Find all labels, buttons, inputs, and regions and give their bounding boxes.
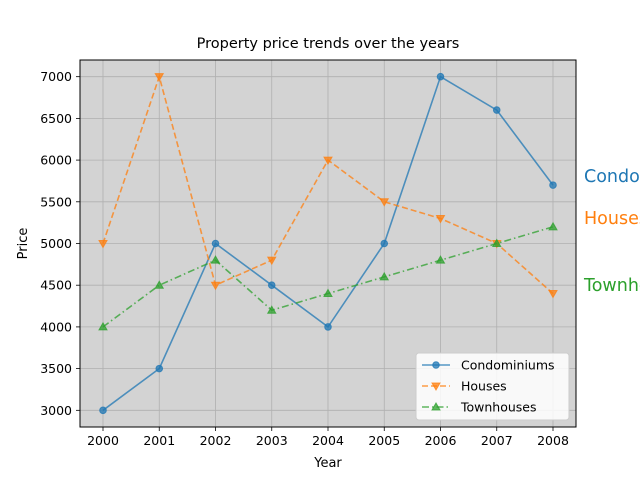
data-point-condominiums [99,406,107,415]
legend-box [415,352,570,421]
x-tick-label: 2004 [312,433,344,448]
data-point-townhouses [379,271,390,281]
end-label-condominiums: Condominiums [584,167,640,187]
y-tick-label: 4000 [40,319,72,334]
data-point-condominiums [492,106,501,114]
x-tick-label: 2007 [481,433,513,448]
x-axis-label: Year [313,456,342,471]
x-tick-label: 2001 [143,433,175,448]
legend-marker [431,401,441,411]
end-label-townhouses: Townhouses [583,276,640,296]
data-point-townhouses [210,255,221,264]
legend: Condominiums Houses Townhouses [415,352,570,421]
series-end-labels: Condominiums Houses Townhouses [583,167,640,296]
x-tick-label: 2003 [256,433,288,448]
x-tick-label: 2002 [200,433,232,448]
data-point-townhouses [266,305,277,314]
data-point-townhouses [435,255,446,264]
data-point-condominiums [267,281,276,290]
data-point-houses [548,290,558,299]
data-point-townhouses [154,280,165,289]
series-layer [98,72,558,415]
series-condominiums [99,72,557,415]
data-point-houses [98,240,108,249]
data-point-townhouses [98,321,108,331]
data-point-houses [435,214,446,224]
x-tick-label: 2005 [368,433,400,448]
end-label-houses: Houses [584,209,640,229]
legend-item-townhouses: Townhouses [422,400,537,415]
data-point-condominiums [155,364,164,373]
x-axis: 2000 2001 2002 2003 2004 2005 2006 2007 2008 [87,427,569,448]
data-point-condominiums [380,239,389,248]
y-tick-label: 3000 [40,403,72,418]
data-point-houses [154,73,165,82]
data-point-townhouses [491,238,502,247]
data-point-townhouses [548,221,558,231]
data-point-houses [266,256,277,266]
legend-label: Condominiums [461,358,555,373]
y-tick-label: 4500 [40,278,72,293]
data-point-condominiums [211,239,220,248]
legend-marker [431,382,441,392]
data-point-condominiums [324,323,332,331]
y-tick-label: 6500 [40,111,72,126]
y-axis: 3000 3500 4000 4500 5000 5500 6000 6500 7000 [40,69,80,418]
chart-title: Property price trends over the years [197,36,460,52]
x-tick-label: 2008 [537,433,569,448]
series-townhouses [98,221,558,331]
legend-item-houses: Houses [422,379,507,394]
y-tick-label: 7000 [40,69,72,84]
data-point-houses [379,198,390,207]
x-tick-label: 2006 [425,433,457,448]
y-tick-label: 5500 [40,194,72,209]
data-point-houses [210,281,221,291]
legend-label: Houses [461,379,507,394]
y-axis-label: Price [16,228,31,260]
data-point-condominiums [436,72,445,81]
x-tick-label: 2000 [87,433,119,448]
y-tick-label: 3500 [40,361,72,376]
legend-label: Townhouses [460,400,537,415]
legend-marker [432,361,440,369]
data-point-townhouses [323,288,333,298]
data-point-houses [323,156,333,166]
legend-item-condominiums: Condominiums [422,358,555,373]
y-tick-label: 5000 [40,236,72,251]
y-tick-label: 6000 [40,153,72,168]
data-point-condominiums [549,181,557,189]
